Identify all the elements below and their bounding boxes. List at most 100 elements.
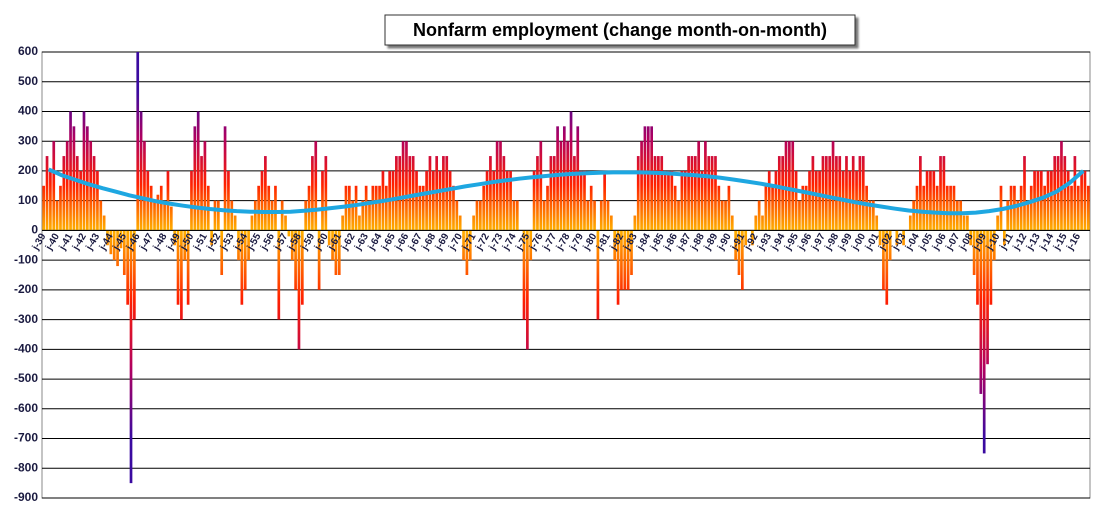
bar: [727, 185, 731, 231]
bar: [761, 215, 764, 231]
bar: [872, 200, 875, 231]
bar: [119, 230, 123, 249]
bar: [495, 141, 499, 231]
bar: [458, 215, 462, 231]
bar: [888, 230, 892, 261]
bar: [569, 111, 573, 231]
bar: [791, 141, 795, 231]
bar: [133, 230, 136, 320]
bar: [92, 156, 96, 231]
bar: [824, 156, 828, 231]
bar: [233, 215, 237, 231]
y-tick-label: 200: [18, 163, 38, 177]
bar: [297, 230, 301, 350]
bar: [734, 230, 737, 261]
bar: [949, 185, 952, 231]
bar: [620, 230, 623, 290]
bar: [646, 126, 650, 231]
bar: [280, 200, 284, 231]
bar: [173, 230, 177, 246]
bar: [714, 156, 717, 231]
bar: [505, 170, 509, 231]
bar: [670, 170, 674, 231]
bar: [717, 185, 721, 231]
bar: [751, 230, 754, 246]
bar: [630, 230, 633, 275]
bar: [576, 126, 580, 231]
bar: [902, 230, 905, 246]
bar: [166, 170, 170, 231]
bar: [546, 185, 549, 231]
bar: [465, 230, 469, 275]
bar: [1056, 156, 1060, 231]
bar: [798, 200, 801, 231]
chart-title: Nonfarm employment (change month-on-mont…: [413, 20, 827, 40]
bar: [277, 230, 281, 320]
y-tick-label: -800: [14, 460, 38, 474]
bar: [351, 200, 355, 231]
bar: [317, 230, 321, 290]
bar: [230, 200, 234, 231]
bar: [556, 126, 559, 231]
bar: [122, 230, 126, 275]
bar: [929, 170, 932, 231]
bar: [737, 230, 741, 275]
bar: [952, 185, 956, 231]
bar: [680, 170, 684, 231]
bar: [223, 126, 227, 231]
bar: [1046, 170, 1050, 231]
bar: [982, 230, 986, 454]
y-tick-label: -200: [14, 282, 38, 296]
bar: [1073, 156, 1077, 231]
bar: [358, 215, 361, 231]
bar: [693, 156, 697, 231]
bar: [529, 230, 533, 261]
bar: [704, 141, 707, 231]
bar: [482, 185, 486, 231]
bar: [589, 185, 593, 231]
bar: [1006, 200, 1010, 231]
bar: [378, 185, 381, 231]
bar: [227, 170, 230, 231]
bar: [472, 215, 475, 231]
bar: [337, 230, 341, 275]
bar: [418, 185, 422, 231]
bar: [86, 126, 89, 231]
bar: [640, 141, 643, 231]
bar: [962, 215, 966, 231]
bar: [492, 170, 496, 231]
bar: [368, 200, 371, 231]
bar: [45, 156, 49, 231]
y-tick-label: 500: [18, 74, 38, 88]
bar: [690, 156, 694, 231]
bar: [586, 200, 590, 231]
bar: [462, 230, 465, 261]
bar: [408, 156, 412, 231]
bar: [865, 185, 868, 231]
bar: [102, 215, 106, 231]
bar: [502, 156, 506, 231]
bar: [468, 230, 472, 261]
bar: [327, 230, 331, 246]
bar: [972, 230, 976, 275]
bar: [126, 230, 129, 305]
bar: [845, 156, 848, 231]
y-tick-label: 300: [18, 133, 38, 147]
bar: [650, 126, 653, 231]
bar: [710, 156, 714, 231]
bar: [284, 215, 287, 231]
bar: [149, 185, 153, 231]
bar: [213, 200, 217, 231]
bar: [626, 230, 630, 290]
bar: [1019, 185, 1023, 231]
bar: [687, 156, 690, 231]
bar: [942, 156, 946, 231]
bar: [59, 185, 62, 231]
bar: [767, 170, 771, 231]
bar: [106, 230, 109, 246]
bar: [324, 156, 328, 231]
bar: [341, 215, 344, 231]
bar: [398, 156, 402, 231]
bar: [311, 156, 314, 231]
bar: [116, 230, 119, 267]
